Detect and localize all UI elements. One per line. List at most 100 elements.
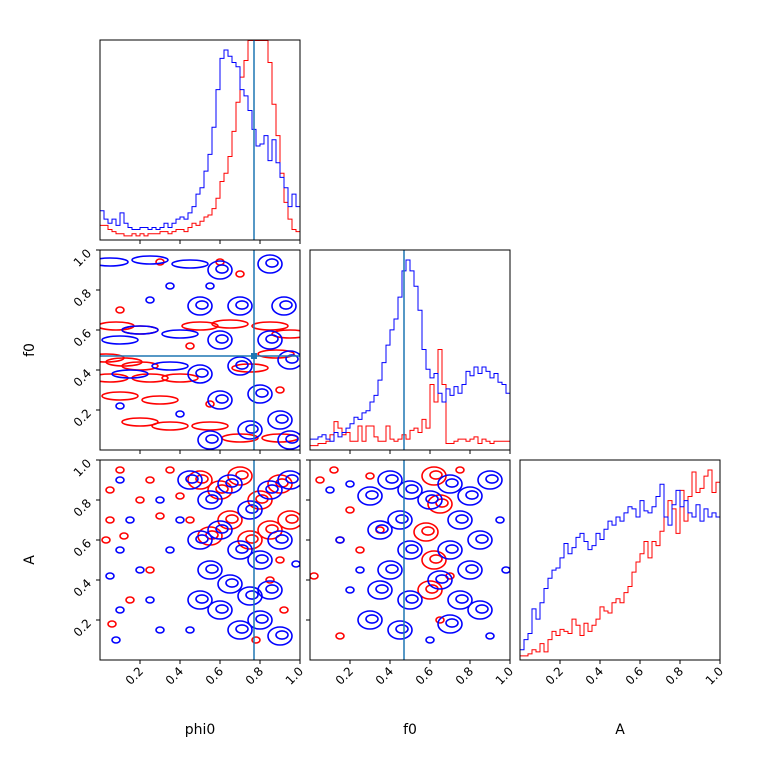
contour-f0_vs_phi0-blue [145,296,155,304]
contour-A_vs_phi0-red [115,466,125,474]
contour-A_vs_phi0-blue-inner [215,604,229,614]
contour-A_vs_phi0-red [237,530,263,550]
contour-A_vs_phi0-blue-inner [245,590,259,600]
contour-A_vs_f0-blue [377,470,403,490]
contour-f0_vs_phi0-red [205,400,215,408]
contour-f0_vs_phi0-blue [161,329,199,339]
contour-A_vs_phi0-red [279,606,289,614]
contour-A_vs_f0-blue-inner [485,474,499,484]
contour-A_vs_f0-blue [457,560,483,580]
contour-A_vs_phi0-blue [155,626,165,634]
contour-A_vs_f0-blue-inner [445,478,459,488]
contour-A_vs_phi0-red-inner [225,514,239,524]
contour-f0_vs_phi0-blue [171,259,209,269]
contour-f0_vs_phi0-blue [111,369,149,379]
contour-f0_vs_phi0-blue-inner [195,300,209,310]
contour-A_vs_f0-red [329,466,339,474]
contour-A_vs_f0-blue-inner [365,490,379,500]
contour-A_vs_phi0-red-inner [215,484,229,494]
panel-frame-A_vs_f0 [309,459,511,661]
contour-A_vs_phi0-blue [237,500,263,520]
contour-A_vs_phi0-red-inner [235,470,249,480]
contour-A_vs_phi0-red [185,516,195,524]
contour-A_vs_phi0-red [119,532,129,540]
contour-A_vs_phi0-red [175,492,185,500]
contour-A_vs_f0-blue [437,540,463,560]
contour-A_vs_phi0-blue-inner [265,584,279,594]
contour-f0_vs_phi0-blue [151,361,189,371]
histogram-A-red [520,469,720,660]
contour-A_vs_phi0-red [207,480,233,500]
contour-f0_vs_phi0-blue [205,282,215,290]
contour-f0_vs_phi0-red [257,349,295,359]
A_vs_phi0-y-tick-label: 0.4 [71,576,94,599]
contour-A_vs_f0-blue [467,600,493,620]
contour-A_vs_f0-blue [345,586,355,594]
contour-A_vs_f0-blue-inner [455,514,469,524]
contour-A_vs_phi0-blue-inner [265,484,279,494]
contour-f0_vs_phi0-blue-inner [285,434,299,444]
contour-A_vs_f0-red-inner [429,554,443,564]
A_vs_f0-x-tick-label: 1.0 [493,664,516,687]
contour-A_vs_phi0-blue-inner [225,478,239,488]
contour-f0_vs_phi0-blue-inner [235,360,249,370]
contour-A_vs_phi0-blue-inner [245,504,259,514]
hist-A-x-tick-label: 0.4 [583,664,606,687]
contour-A_vs_f0-blue-inner [445,618,459,628]
contour-f0_vs_phi0-red [181,321,219,331]
contour-f0_vs_phi0-blue [207,330,233,350]
contour-f0_vs_phi0-red [191,421,229,431]
contour-A_vs_phi0-blue [217,474,243,494]
contour-f0_vs_phi0-blue-inner [265,258,279,268]
contour-A_vs_phi0-blue-inner [235,544,249,554]
contour-A_vs_phi0-blue [187,530,213,550]
hist-A-x-tick-label: 0.8 [663,664,686,687]
contour-A_vs_phi0-blue [257,480,283,500]
contour-f0_vs_phi0-blue-inner [215,264,229,274]
contour-A_vs_phi0-blue [177,470,203,490]
contour-A_vs_phi0-blue [247,550,273,570]
contour-A_vs_phi0-blue [257,580,283,600]
contour-f0_vs_phi0-blue-inner [255,388,269,398]
contour-A_vs_f0-blue-inner [465,564,479,574]
contour-A_vs_f0-blue [387,620,413,640]
contour-A_vs_phi0-red [257,520,283,540]
contour-A_vs_f0-blue [457,486,483,506]
contour-A_vs_f0-blue [367,520,393,540]
x-axis-label-phi0: phi0 [185,722,216,738]
contour-f0_vs_phi0-blue [197,430,223,450]
contour-A_vs_phi0-blue [277,470,300,490]
contour-A_vs_phi0-blue [267,530,293,550]
contour-A_vs_phi0-red [105,516,115,524]
contour-f0_vs_phi0-blue [121,325,159,335]
f0_vs_phi0-y-tick-label: 0.2 [71,406,94,429]
histogram-f0-red [310,349,510,450]
contour-f0_vs_phi0-red [121,417,159,427]
contour-A_vs_phi0-blue [197,560,223,580]
contour-A_vs_phi0-red [251,636,261,644]
contour-A_vs_phi0-blue-inner [235,624,249,634]
f0_vs_phi0-y-tick-label: 0.4 [71,366,94,389]
contour-A_vs_phi0-red [107,620,117,628]
contour-f0_vs_phi0-blue [277,430,300,450]
contour-f0_vs_phi0-red [100,321,135,331]
contour-A_vs_phi0-blue [227,620,253,640]
hist-A-x-tick-label: 1.0 [703,664,726,687]
contour-A_vs_phi0-blue-inner [255,554,269,564]
contour-A_vs_phi0-red [265,576,275,584]
contour-A_vs_phi0-blue-inner [255,614,269,624]
panel-frame-f0_vs_phi0 [99,249,301,451]
contour-A_vs_f0-red [455,466,465,474]
contour-A_vs_f0-blue-inner [365,614,379,624]
contour-A_vs_phi0-blue [165,546,175,554]
contour-f0_vs_phi0-blue [237,420,263,440]
histogram-f0-blue [310,259,510,450]
contour-A_vs_phi0-blue [115,546,125,554]
f0_vs_phi0-y-tick-label: 0.8 [71,286,94,309]
contour-A_vs_phi0-blue [217,574,243,594]
contour-A_vs_phi0-blue [291,560,300,568]
contour-A_vs_f0-red [345,506,355,514]
contour-f0_vs_phi0-blue [257,254,283,274]
contour-A_vs_phi0-blue [187,590,213,610]
A_vs_phi0-x-tick-label: 1.0 [283,664,306,687]
